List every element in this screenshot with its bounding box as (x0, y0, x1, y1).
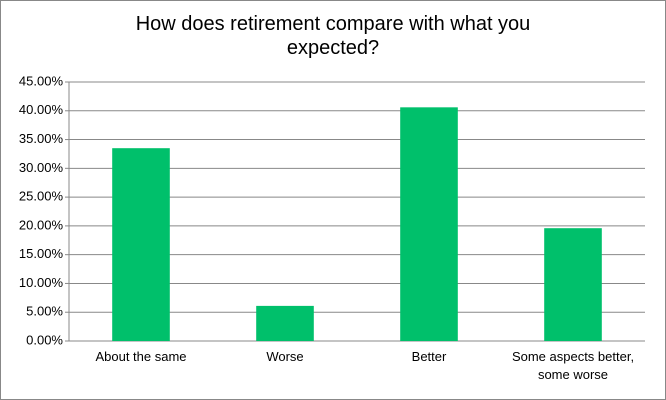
y-tick-label: 20.00% (19, 217, 64, 232)
y-tick-label: 25.00% (19, 189, 64, 204)
bar (544, 228, 602, 341)
x-tick-label: About the same (95, 349, 187, 364)
chart-title: How does retirement compare with what yo… (135, 13, 531, 59)
x-tick-label: Some aspects better, some worse (511, 349, 635, 382)
bar (400, 107, 458, 341)
y-tick-label: 35.00% (19, 131, 64, 146)
y-tick-label: 45.00% (19, 73, 64, 88)
y-tick-label: 10.00% (19, 275, 64, 290)
y-tick-label: 5.00% (26, 304, 63, 319)
x-tick-label: Better (411, 349, 447, 364)
y-tick-label: 30.00% (19, 160, 64, 175)
y-tick-label: 15.00% (19, 246, 64, 261)
y-tick-label: 0.00% (26, 332, 63, 347)
y-tick-label: 40.00% (19, 102, 64, 117)
x-tick-label: Worse (266, 349, 304, 364)
bar (256, 305, 314, 341)
bar (112, 148, 170, 341)
